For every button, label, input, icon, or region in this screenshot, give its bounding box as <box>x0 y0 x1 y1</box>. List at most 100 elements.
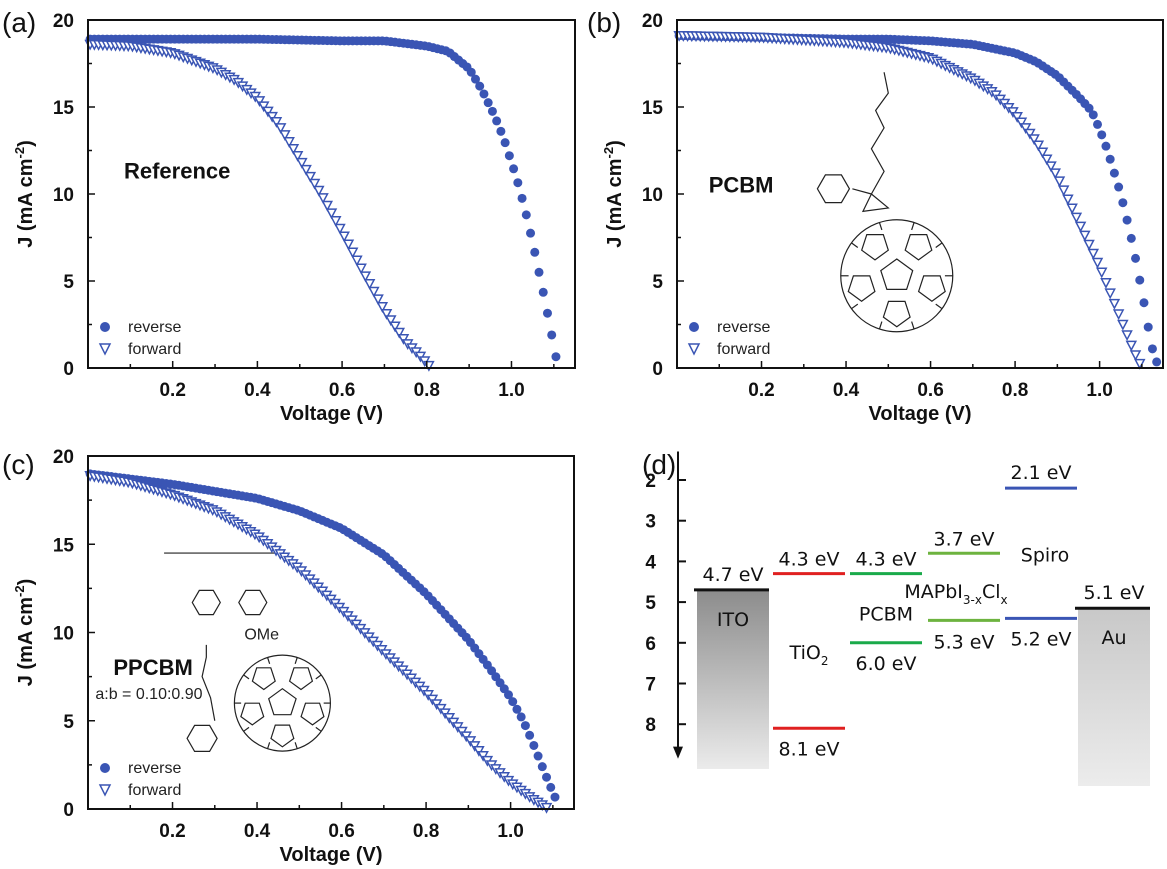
data-point <box>550 792 560 802</box>
layer-name-sub: 3-x <box>963 593 982 607</box>
data-point <box>1041 154 1053 166</box>
y-tick-label: 0 <box>652 359 663 380</box>
data-point <box>342 239 355 251</box>
data-point <box>1036 147 1049 159</box>
data-point <box>470 74 480 84</box>
x-axis-label: Voltage (V) <box>280 844 383 866</box>
data-point <box>1129 350 1142 362</box>
data-point <box>1100 277 1112 289</box>
y-tick-label: 10 <box>642 185 663 206</box>
y-tick-label: 10 <box>53 624 74 645</box>
legend-marker-reverse <box>100 322 110 332</box>
data-point <box>496 126 506 136</box>
data-point <box>483 98 493 108</box>
data-point <box>1108 298 1121 310</box>
y-tick-label: 15 <box>53 98 75 119</box>
jv-chart-b: reverse forward 0.2 0.4 0.6 0.8 1.0 0 5 10 15 20 Vol… <box>601 11 1164 425</box>
data-point <box>296 157 308 169</box>
data-point <box>1118 198 1128 208</box>
data-point <box>533 751 543 761</box>
data-point <box>546 782 556 792</box>
y-tick-label: 0 <box>63 800 74 821</box>
layer-name-main: TiO <box>789 642 821 664</box>
data-point <box>1092 119 1102 129</box>
data-point <box>509 164 519 174</box>
data-point <box>1011 111 1023 123</box>
data-point <box>1125 340 1138 352</box>
data-point <box>279 130 291 141</box>
data-point <box>538 287 548 297</box>
fullerene-bond <box>315 674 322 680</box>
layer-name-sub: 2 <box>821 654 829 668</box>
fullerene-bond <box>878 321 883 330</box>
y-label-main: J (mA cm <box>15 158 37 247</box>
axis-tick-label: 3 <box>645 512 656 533</box>
plot-frame <box>87 455 575 810</box>
legend-label: reverse <box>717 319 770 336</box>
layer-name-sub2: x <box>1001 593 1008 607</box>
jv-chart-a: reverse forward 0.2 0.4 0.6 0.8 1.0 0 5 10 15 20 Vol… <box>12 11 576 425</box>
data-point <box>291 150 304 162</box>
data-point <box>1135 275 1145 285</box>
y-axis-label: J (mA cm-2) <box>601 140 626 248</box>
level-label: 5.2 eV <box>1011 628 1072 650</box>
level-label: 8.1 eV <box>779 738 840 760</box>
data-point <box>529 740 539 750</box>
data-point <box>1139 298 1149 308</box>
y-label-main: J (mA cm <box>15 597 37 686</box>
x-tick-label: 0.4 <box>244 380 271 401</box>
data-point <box>1079 230 1091 242</box>
arrow-down-icon <box>673 746 683 759</box>
data-point <box>385 315 397 327</box>
data-point <box>520 721 530 731</box>
benzene-ring <box>238 589 268 616</box>
x-tick-label: 0.2 <box>159 380 185 401</box>
data-point <box>1121 330 1133 342</box>
data-point <box>540 802 553 814</box>
data-point <box>492 116 502 126</box>
data-point <box>1117 319 1129 331</box>
data-point <box>368 286 380 298</box>
legend-marker-forward <box>98 784 112 797</box>
data-point <box>262 106 274 118</box>
layer-name: PCBM <box>859 603 913 625</box>
benzene-ring <box>191 589 221 616</box>
x-tick-label: 0.6 <box>917 380 943 401</box>
data-point <box>274 123 287 134</box>
data-point <box>1109 168 1119 178</box>
fullerene-bond <box>851 242 859 248</box>
panel-label: (b) <box>587 7 621 38</box>
legend-label: reverse <box>128 760 181 777</box>
jv-chart-c: OMe reverse forward 0.2 0.4 0.6 0.8 1.0 0 5 10 15 20… <box>12 447 575 866</box>
data-point <box>1083 239 1095 251</box>
data-point <box>487 106 497 116</box>
data-point <box>466 67 476 77</box>
level-label: 5.3 eV <box>934 631 995 653</box>
data-point <box>512 704 522 714</box>
molecule-structure: OMe <box>164 552 331 753</box>
curve-annotation: PCBM <box>709 172 774 197</box>
legend-marker-reverse <box>100 763 110 773</box>
fullerene-bond <box>315 726 322 732</box>
data-point <box>334 223 346 235</box>
data-point <box>1122 215 1132 225</box>
data-point <box>1084 103 1094 113</box>
y-label-main: J (mA cm <box>604 158 626 247</box>
data-point <box>1134 358 1146 370</box>
side-chain <box>861 72 890 213</box>
legend-marker-reverse <box>689 322 699 332</box>
data-point <box>321 200 334 212</box>
data-point <box>363 279 376 290</box>
layer-name-main2: Cl <box>982 581 1001 603</box>
data-point <box>355 263 367 275</box>
data-point <box>346 247 359 259</box>
y-axis-label: J (mA cm-2) <box>12 140 37 248</box>
data-point <box>253 96 266 108</box>
fullerene-ring <box>251 667 276 691</box>
y-tick-label: 0 <box>63 359 74 380</box>
data-point <box>547 330 557 340</box>
layer-name: MAPbI3-xClx <box>904 581 1007 607</box>
x-axis-label: Voltage (V) <box>869 403 972 425</box>
data-point <box>542 308 552 318</box>
legend-marker-forward <box>98 343 112 356</box>
